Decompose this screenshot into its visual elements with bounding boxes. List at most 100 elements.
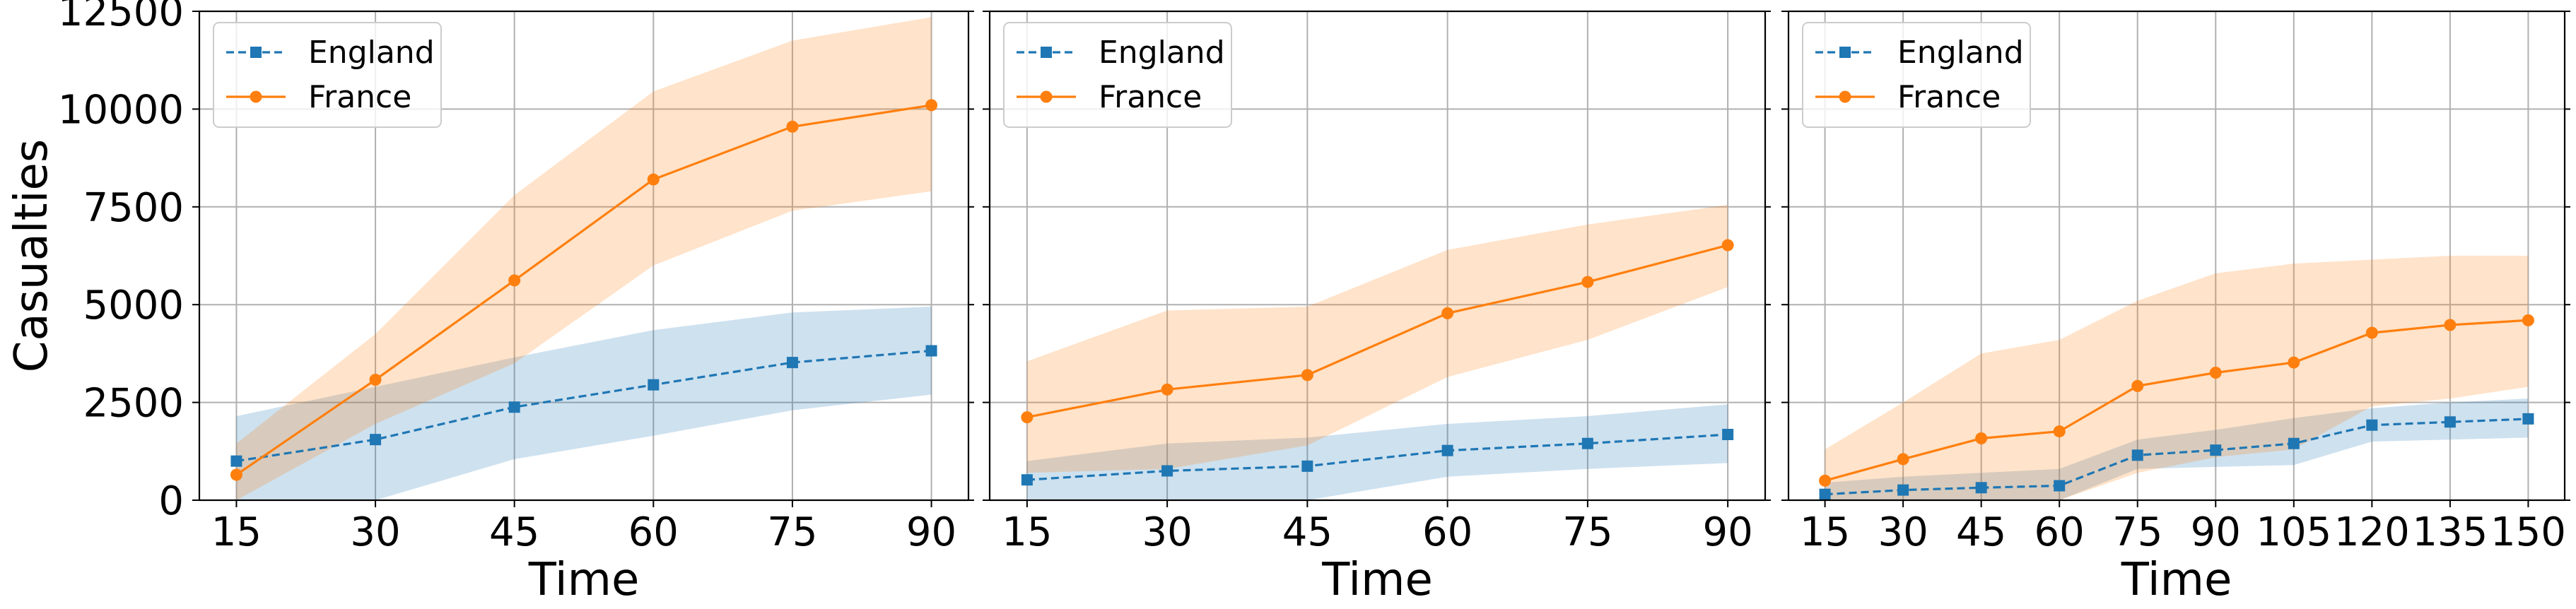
data-point-france	[2209, 367, 2222, 379]
data-point-england	[1975, 482, 1987, 494]
y-tick-label: 12500	[58, 0, 184, 35]
series-line-england	[1825, 418, 2529, 496]
data-point-england	[2210, 444, 2222, 456]
chart-panel-3: 15 30 45 60 75 90 105 120 135 150 Time England Franc…	[1781, 10, 2570, 606]
plot-area	[1819, 256, 2534, 500]
plot-frame	[198, 10, 970, 502]
legend-box	[213, 22, 442, 128]
x-tick-label: 135	[2412, 509, 2488, 555]
data-point-england	[1722, 428, 1734, 440]
data-point-france	[1819, 474, 1832, 487]
confidence-band-france	[236, 17, 932, 500]
data-point-england	[2288, 437, 2300, 449]
data-point-france	[1441, 307, 1454, 319]
legend-marker-england	[250, 47, 262, 58]
data-point-france	[2444, 319, 2457, 331]
series-line-france	[235, 104, 932, 476]
data-point-france	[369, 373, 382, 386]
confidence-band-england	[1825, 398, 2529, 500]
data-point-england	[2522, 413, 2534, 425]
confidence-band-france	[1825, 256, 2529, 500]
legend-label-england: England	[1897, 35, 2024, 71]
legend-label-england: England	[308, 35, 435, 71]
x-tick-label: 105	[2256, 509, 2331, 555]
x-tick-label: 15	[211, 509, 262, 555]
legend-label-france: France	[1897, 79, 2001, 115]
data-point-england	[2131, 449, 2143, 461]
legend-label-france: France	[308, 79, 411, 115]
y-tick-label: 2500	[83, 381, 184, 427]
plot-area	[1021, 205, 1734, 500]
data-point-france	[2522, 314, 2534, 326]
data-point-england	[508, 401, 520, 413]
x-tick-label: 120	[2334, 509, 2410, 555]
x-tick-label: 15	[1002, 509, 1052, 555]
confidence-band-france	[1026, 205, 1728, 473]
x-tick-label: 15	[1800, 509, 1850, 555]
legend-label-england: England	[1099, 35, 1225, 71]
x-tick-label: 45	[1282, 509, 1333, 555]
y-axis-label: Casualties	[6, 139, 58, 372]
data-point-england	[925, 345, 937, 357]
x-tick-label: 150	[2490, 509, 2566, 555]
series-line-france	[1825, 319, 2529, 482]
x-tick-label: 75	[1562, 509, 1612, 555]
x-tick-label: 60	[1422, 509, 1473, 555]
plot-area	[230, 17, 938, 500]
confidence-band-england	[236, 307, 932, 500]
data-point-france	[1975, 432, 1988, 445]
data-point-england	[1301, 460, 1313, 472]
legend-label-france: France	[1099, 79, 1202, 115]
x-tick-label: 90	[906, 509, 956, 555]
legend: England France	[213, 22, 442, 128]
y-tick-label: 0	[158, 478, 184, 524]
data-point-england	[1897, 484, 1909, 496]
data-point-france	[230, 468, 242, 481]
x-tick-label: 30	[1142, 509, 1192, 555]
chart-panel-2: 15 30 45 60 75 90 Time England France	[983, 10, 1771, 606]
data-point-france	[2365, 326, 2378, 339]
x-tick-label: 75	[2112, 509, 2162, 555]
x-tick-label: 45	[489, 509, 539, 555]
y-tick-label: 10000	[58, 87, 184, 133]
data-point-france	[1021, 411, 1034, 424]
x-axis-label: Time	[1321, 554, 1433, 606]
y-tick-label: 5000	[83, 283, 184, 329]
data-point-france	[786, 120, 799, 133]
chart-panel-1: 0 2500 5000 7500 10000 12500 15 30 45 60 75 90 Time C…	[6, 0, 974, 606]
legend-box	[1003, 22, 1232, 128]
legend: England France	[1802, 22, 2031, 128]
legend: England France	[1003, 22, 1232, 128]
data-point-france	[2288, 356, 2300, 369]
data-point-france	[1161, 383, 1173, 396]
data-point-england	[1581, 437, 1593, 449]
data-point-france	[1897, 453, 1909, 466]
plot-frame	[1787, 10, 2566, 502]
data-point-england	[230, 455, 242, 467]
x-tick-label: 30	[350, 509, 400, 555]
data-point-france	[1721, 239, 1734, 252]
legend-marker-france	[1839, 90, 1851, 103]
series-line-england	[236, 349, 932, 463]
y-tick-label: 7500	[83, 185, 184, 231]
legend-box	[1802, 22, 2031, 128]
plot-frame	[988, 10, 1767, 502]
x-axis-label: Time	[2121, 554, 2232, 606]
x-tick-label: 60	[2035, 509, 2085, 555]
data-point-france	[647, 173, 660, 186]
data-point-england	[1021, 474, 1033, 486]
data-point-england	[1441, 444, 1453, 456]
data-point-england	[648, 379, 660, 391]
legend-marker-france	[250, 90, 262, 103]
data-point-england	[1819, 488, 1831, 500]
x-tick-label: 75	[767, 509, 817, 555]
data-point-france	[1581, 276, 1594, 288]
data-point-england	[370, 434, 382, 446]
data-point-france	[508, 274, 521, 287]
data-point-england	[786, 357, 798, 369]
confidence-band-england	[1026, 404, 1728, 500]
x-axis-label: Time	[528, 554, 640, 606]
data-point-england	[1161, 465, 1173, 477]
data-point-england	[2054, 480, 2066, 492]
